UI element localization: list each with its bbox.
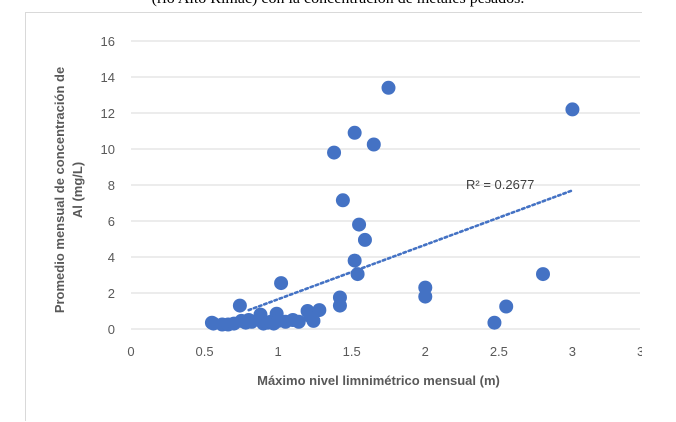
- x-tick-label: 1: [275, 344, 282, 359]
- trendline: [247, 189, 574, 312]
- data-point: [366, 137, 381, 152]
- data-point: [418, 289, 433, 304]
- data-point: [487, 315, 502, 330]
- x-tick-label: 3: [569, 344, 576, 359]
- data-point: [352, 217, 367, 232]
- data-point: [335, 193, 350, 208]
- y-tick-labels: 0 2 4 6 8 10 12 14 16: [101, 34, 115, 337]
- chart-area: 0 0.5 1 1.5 2 2.5 3 3.5 0 2 4 6 8 10 12 14 16 R² = 0.26…: [25, 12, 642, 421]
- data-point: [565, 102, 580, 117]
- data-point: [306, 313, 321, 328]
- data-point: [332, 298, 347, 313]
- y-tick-label: 12: [101, 106, 115, 121]
- y-tick-label: 10: [101, 142, 115, 157]
- x-tick-labels: 0 0.5 1 1.5 2 2.5 3 3.5: [127, 344, 642, 359]
- y-tick-label: 8: [108, 178, 115, 193]
- y-tick-label: 4: [108, 250, 115, 265]
- x-tick-label: 0: [127, 344, 134, 359]
- x-axis-title: Máximo nivel limnimétrico mensual (m): [257, 373, 500, 388]
- y-tick-label: 16: [101, 34, 115, 49]
- data-point: [232, 298, 247, 313]
- y-tick-label: 2: [108, 286, 115, 301]
- data-point: [381, 80, 396, 95]
- x-tick-label: 2: [422, 344, 429, 359]
- data-point: [357, 232, 372, 247]
- y-tick-label: 6: [108, 214, 115, 229]
- x-tick-label: 0.5: [196, 344, 214, 359]
- r-squared-label: R² = 0.2677: [466, 177, 534, 192]
- y-axis-title-line1: Promedio mensual de concentración de: [52, 67, 67, 313]
- data-point: [312, 303, 327, 318]
- trendline-layer: [247, 189, 574, 312]
- data-point: [291, 314, 306, 329]
- x-tick-label: 2.5: [490, 344, 508, 359]
- data-point: [499, 299, 514, 314]
- data-point: [274, 276, 289, 291]
- data-point: [347, 125, 362, 140]
- data-point: [536, 267, 550, 282]
- data-point: [350, 267, 365, 282]
- data-point: [347, 253, 362, 268]
- y-axis-title-line2: Al (mg/L): [70, 162, 85, 218]
- gridlines: [131, 40, 640, 330]
- data-points: [204, 80, 580, 332]
- y-tick-label: 0: [108, 322, 115, 337]
- data-point: [327, 145, 342, 160]
- scatter-chart: 0 0.5 1 1.5 2 2.5 3 3.5 0 2 4 6 8 10 12 14 16 R² = 0.26…: [52, 34, 642, 388]
- y-tick-label: 14: [101, 70, 115, 85]
- x-tick-label: 1.5: [343, 344, 361, 359]
- x-tick-label: 3.5: [637, 344, 642, 359]
- figure-caption: (río Alto Rímac) con la concentración de…: [0, 0, 676, 8]
